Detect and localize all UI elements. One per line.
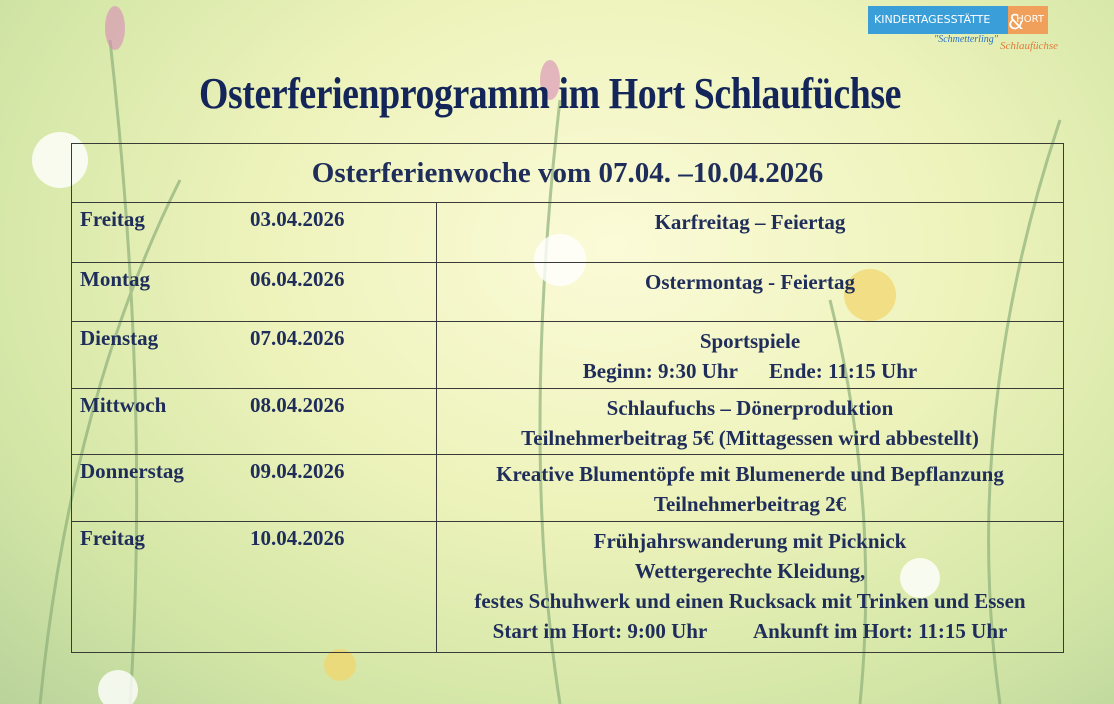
- logo-kita: KINDERTAGESSTÄTTE: [868, 6, 1008, 34]
- program-line: Frühjahrswanderung mit Picknick: [593, 529, 907, 553]
- day-cell: Mittwoch 08.04.2026: [71, 388, 437, 455]
- logo: KINDERTAGESSTÄTTE HORT & "Schmetterling"…: [868, 0, 1078, 58]
- schedule-row: Freitag 10.04.2026 Frühjahrswanderung mit …: [71, 521, 1064, 653]
- schedule-row: Donnerstag 09.04.2026 Kreative Blumentöpfe…: [71, 454, 1064, 522]
- day-cell: Freitag 03.04.2026: [71, 202, 437, 263]
- logo-hort: HORT: [1008, 6, 1048, 34]
- date: 06.04.2026: [250, 267, 345, 291]
- title: Osterferienprogramm im Hort Schlaufüchse: [198, 69, 901, 118]
- day: Mittwoch: [80, 393, 167, 417]
- schedule-row: Freitag 03.04.2026 Karfreitag – Feiertag: [71, 202, 1064, 263]
- table-header: Osterferienwoche vom 07.04. –10.04.2026: [71, 143, 1064, 203]
- logo-hort-name: Schlaufüchse: [1000, 40, 1059, 52]
- program-cell: Karfreitag – Feiertag: [436, 202, 1064, 263]
- program-cell: Ostermontag - Feiertag: [436, 262, 1064, 322]
- day-cell: Montag 06.04.2026: [71, 262, 437, 322]
- day: Freitag: [80, 207, 145, 231]
- header-row: Osterferienwoche vom 07.04. –10.04.2026: [71, 143, 1064, 203]
- program-cell: Kreative Blumentöpfe mit Blumenerde und …: [436, 454, 1064, 522]
- program-line: Wettergerechte Kleidung,: [634, 559, 866, 583]
- program-line: Karfreitag – Feiertag: [654, 210, 846, 234]
- logo-amp: &: [1008, 10, 1024, 34]
- day: Dienstag: [80, 326, 159, 350]
- day-cell: Donnerstag 09.04.2026: [71, 454, 437, 522]
- day: Montag: [80, 267, 150, 291]
- program-line: Beginn: 9:30 Uhr Ende: 11:15 Uhr: [582, 359, 918, 383]
- logo-kita-name: "Schmetterling": [934, 34, 998, 45]
- program-line: Teilnehmerbeitrag 2€: [653, 492, 847, 516]
- program-line: Kreative Blumentöpfe mit Blumenerde und …: [496, 462, 1004, 486]
- program-line: festes Schuhwerk und einen Rucksack mit …: [474, 589, 1026, 613]
- date: 10.04.2026: [250, 526, 345, 550]
- program-line: Schlaufuchs – Dönerproduktion: [606, 396, 894, 420]
- program-line: Ostermontag - Feiertag: [645, 270, 855, 294]
- day-cell: Dienstag 07.04.2026: [71, 321, 437, 389]
- date: 08.04.2026: [250, 393, 345, 417]
- day: Donnerstag: [80, 459, 184, 483]
- program-cell: Sportspiele Beginn: 9:30 Uhr Ende: 11:15 …: [436, 321, 1064, 389]
- schedule-row: Dienstag 07.04.2026 Sportspiele Beginn: 9:3…: [71, 321, 1064, 389]
- program-cell: Schlaufuchs – Dönerproduktion Teilnehmerb…: [436, 388, 1064, 455]
- program-line: Sportspiele: [699, 329, 801, 353]
- date: 03.04.2026: [250, 207, 345, 231]
- day: Freitag: [80, 526, 145, 550]
- schedule-row: Mittwoch 08.04.2026 Schlaufuchs – Dönerpro…: [71, 388, 1064, 455]
- day-cell: Freitag 10.04.2026: [71, 521, 437, 653]
- program-line: Start im Hort: 9:00 Uhr Ankunft im Hort:…: [492, 619, 1008, 643]
- program-cell: Frühjahrswanderung mit Picknick Wetterger…: [436, 521, 1064, 653]
- schedule-table: Osterferienwoche vom 07.04. –10.04.2026 …: [71, 143, 1064, 653]
- date: 09.04.2026: [250, 459, 345, 483]
- program-line: Teilnehmerbeitrag 5€ (Mittagessen wird a…: [521, 426, 979, 450]
- schedule-row: Montag 06.04.2026 Ostermontag - Feiertag: [71, 262, 1064, 322]
- date: 07.04.2026: [250, 326, 345, 350]
